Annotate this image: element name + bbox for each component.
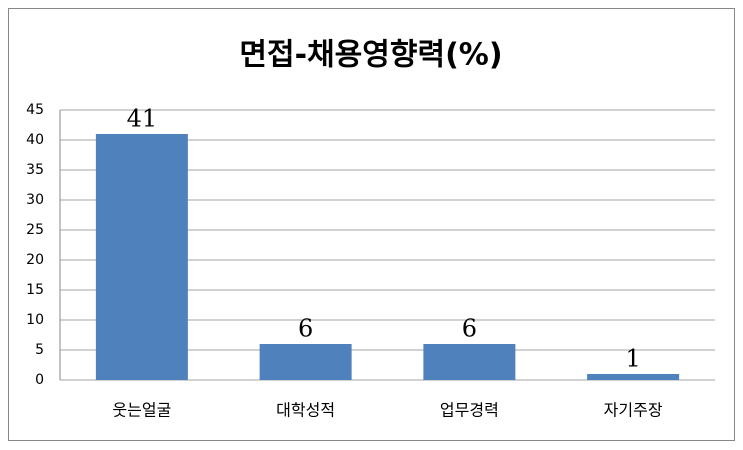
- y-tick-label: 25: [26, 222, 44, 238]
- bar: [423, 344, 516, 380]
- value-label: 1: [625, 345, 640, 373]
- value-label: 6: [298, 315, 313, 343]
- y-tick-label: 45: [26, 102, 44, 118]
- y-tick-label: 5: [35, 342, 44, 358]
- y-tick-label: 30: [26, 192, 44, 208]
- x-tick-label: 업무경력: [440, 401, 499, 420]
- y-tick-label: 40: [26, 132, 44, 148]
- y-tick-label: 20: [26, 252, 44, 268]
- chart-title: 면접-채용영향력(%): [239, 38, 502, 73]
- x-tick-label: 웃는얼굴: [112, 401, 171, 420]
- value-label: 6: [462, 315, 477, 343]
- bar: [95, 134, 188, 380]
- x-tick-label: 자기주장: [604, 401, 663, 420]
- y-tick-label: 15: [26, 282, 44, 298]
- x-tick-label: 대학성적: [276, 401, 335, 420]
- y-tick-label: 10: [26, 312, 44, 328]
- bar: [259, 344, 352, 380]
- bar: [587, 374, 680, 380]
- y-tick-label: 35: [26, 162, 44, 178]
- y-tick-label: 0: [35, 372, 44, 388]
- value-label: 41: [127, 105, 158, 133]
